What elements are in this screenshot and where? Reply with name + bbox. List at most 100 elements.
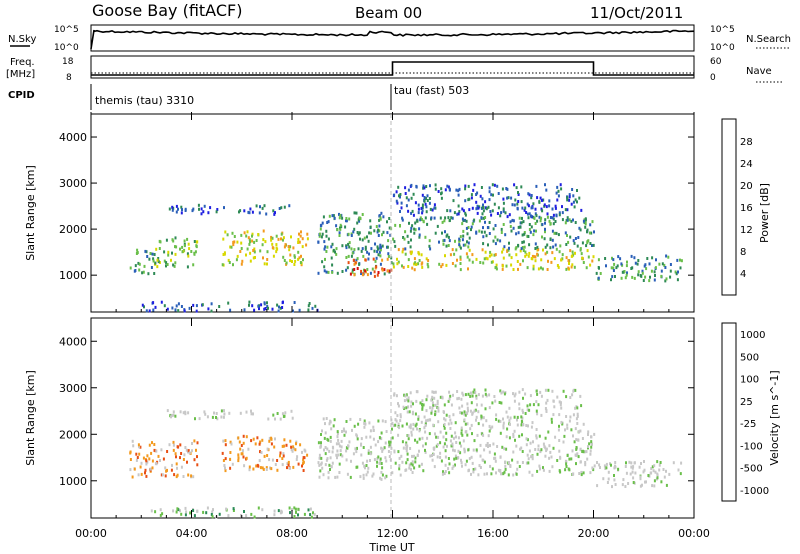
heatmap-cell: [145, 474, 148, 478]
heatmap-cell: [488, 190, 491, 194]
heatmap-cell: [568, 419, 571, 423]
heatmap-cell: [522, 410, 524, 414]
heatmap-cell: [381, 466, 384, 470]
heatmap-cell: [138, 262, 141, 266]
heatmap-cell: [150, 509, 153, 513]
heatmap-cell: [474, 467, 477, 471]
heatmap-cell: [475, 257, 478, 261]
heatmap-cell: [460, 411, 463, 415]
heatmap-cell: [317, 461, 320, 465]
heatmap-cell: [347, 261, 350, 265]
heatmap-cell: [210, 302, 213, 306]
heatmap-cell: [486, 226, 489, 229]
heatmap-cell: [293, 254, 296, 258]
heatmap-cell: [381, 233, 383, 237]
heatmap-cell: [399, 224, 401, 228]
heatmap-cell: [663, 263, 666, 267]
heatmap-cell: [392, 265, 395, 269]
heatmap-cell: [504, 211, 507, 215]
heatmap-cell: [297, 257, 300, 261]
heatmap-cell: [279, 511, 282, 515]
heatmap-cell: [630, 254, 633, 258]
heatmap-cell: [414, 228, 417, 232]
heatmap-cell: [592, 255, 595, 259]
heatmap-cell: [537, 248, 540, 251]
heatmap-cell: [253, 250, 256, 254]
heatmap-cell: [348, 245, 351, 249]
heatmap-cell: [586, 228, 589, 232]
heatmap-cell: [552, 413, 555, 417]
heatmap-cell: [426, 222, 429, 226]
heatmap-cell: [590, 231, 593, 235]
heatmap-cell: [489, 210, 492, 213]
heatmap-cell: [542, 468, 545, 472]
heatmap-cell: [338, 234, 341, 237]
heatmap-cell: [377, 234, 380, 237]
heatmap-cell: [436, 455, 439, 459]
heatmap-cell: [467, 245, 470, 249]
heatmap-cell: [420, 207, 423, 210]
heatmap-cell: [421, 211, 424, 215]
heatmap-cell: [402, 236, 405, 239]
heatmap-cell: [263, 302, 266, 306]
heatmap-cell: [283, 444, 286, 448]
heatmap-cell: [680, 259, 683, 263]
heatmap-cell: [284, 243, 287, 247]
heatmap-cell: [301, 237, 304, 241]
heatmap-cell: [224, 457, 227, 461]
heatmap-cell: [516, 423, 519, 427]
heatmap-cell: [432, 423, 435, 427]
heatmap-cell: [243, 510, 245, 513]
heatmap-cell: [502, 223, 505, 226]
heatmap-cell: [232, 240, 235, 244]
heatmap-cell: [529, 403, 532, 407]
heatmap-cell: [361, 213, 364, 216]
heatmap-cell: [568, 195, 571, 199]
heatmap-cell: [531, 455, 534, 459]
heatmap-cell: [484, 250, 487, 254]
heatmap-cell: [522, 259, 524, 263]
heatmap-cell: [390, 446, 393, 450]
heatmap-cell: [496, 238, 499, 242]
heatmap-cell: [582, 422, 585, 426]
heatmap-cell: [345, 420, 348, 423]
heatmap-cell: [551, 389, 554, 393]
heatmap-cell: [291, 260, 293, 263]
heatmap-cell: [261, 466, 264, 470]
heatmap-cell: [587, 445, 590, 448]
heatmap-cell: [539, 196, 542, 200]
heatmap-cell: [621, 483, 624, 487]
heatmap-cell: [558, 400, 561, 404]
heatmap-cell: [431, 390, 434, 394]
heatmap-cell: [480, 415, 483, 419]
heatmap-cell: [614, 465, 617, 469]
heatmap-cell: [540, 266, 542, 270]
heatmap-cell: [520, 423, 523, 427]
heatmap-cell: [249, 240, 251, 244]
heatmap-cell: [653, 464, 656, 468]
heatmap-cell: [466, 240, 468, 244]
heatmap-cell: [322, 215, 325, 219]
heatmap-cell: [401, 460, 404, 464]
heatmap-cell: [425, 419, 428, 423]
heatmap-cell: [409, 391, 412, 395]
heatmap-cell: [358, 231, 361, 235]
heatmap-cell: [363, 419, 366, 423]
heatmap-cell: [536, 196, 539, 200]
heatmap-cell: [408, 221, 410, 225]
heatmap-cell: [332, 248, 335, 252]
heatmap-cell: [428, 418, 431, 422]
heatmap-cell: [281, 412, 284, 416]
heatmap-cell: [567, 240, 570, 244]
heatmap-cell: [546, 268, 549, 271]
heatmap-cell: [415, 422, 418, 426]
heatmap-cell: [527, 192, 530, 196]
heatmap-cell: [231, 462, 234, 466]
heatmap-cell: [565, 395, 568, 399]
heatmap-cell: [248, 238, 251, 242]
heatmap-cell: [423, 199, 426, 203]
heatmap-cell: [192, 475, 195, 479]
heatmap-cell: [286, 462, 289, 466]
heatmap-cell: [148, 309, 151, 313]
heatmap-cell: [460, 444, 463, 448]
